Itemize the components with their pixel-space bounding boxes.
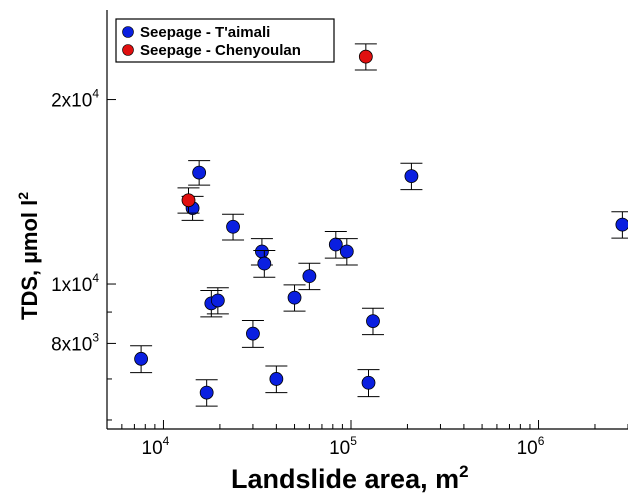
x-axis-title-text: Landslide area, m (231, 464, 459, 494)
x-tick-label-base: 10 (142, 438, 163, 459)
data-point (255, 244, 269, 259)
x-axis-title-sup: 2 (459, 462, 468, 481)
y-tick-label-base: 1x10 (51, 275, 92, 296)
data-point (199, 385, 214, 400)
data-point (615, 217, 628, 232)
data-point (339, 244, 354, 259)
x-tick-label-base: 10 (517, 438, 538, 459)
legend-label-taimali: Seepage - T'aimali (140, 24, 270, 41)
svg-text:Landslide area, m2: Landslide area, m2 (231, 462, 469, 494)
data-point (226, 219, 240, 234)
data-point (181, 193, 196, 208)
data-point (302, 269, 317, 284)
x-tick-label-base: 10 (329, 438, 350, 459)
data-point (257, 256, 272, 271)
y-axis-title: TDS, µmol l2 (15, 192, 42, 320)
data-point (287, 290, 302, 305)
x-axis-title: Landslide area, m2 (231, 462, 469, 494)
data-point (210, 293, 225, 308)
legend: Seepage - T'aimali Seepage - Chenyoulan (115, 18, 335, 63)
data-point (358, 49, 373, 64)
y-tick-label: 2x104 (51, 87, 99, 112)
y-tick-label: 8x103 (51, 330, 99, 355)
x-tick-label-exp: 6 (538, 434, 545, 448)
axis-ticks (106, 99, 628, 429)
series-0 (130, 160, 628, 407)
y-axis-title-text: TDS, µmol l (17, 200, 42, 320)
x-tick-label: 104 (142, 434, 170, 459)
plot-axes (106, 10, 628, 430)
legend-marker-taimali (122, 26, 134, 38)
y-axis-title-sup: 2 (15, 192, 31, 200)
y-tick-label-exp: 3 (92, 330, 99, 344)
y-tick-label: 1x104 (51, 271, 99, 296)
data-point (269, 372, 284, 386)
legend-box (115, 18, 335, 63)
legend-label-chenyoulan: Seepage - Chenyoulan (140, 42, 301, 59)
x-tick-label-exp: 5 (350, 434, 357, 448)
data-point (192, 165, 207, 180)
x-tick-label: 106 (517, 434, 545, 459)
data-point (134, 351, 149, 366)
y-tick-label-base: 8x10 (51, 334, 92, 355)
data-point (328, 237, 343, 252)
x-tick-label: 105 (329, 434, 357, 459)
data-point (404, 169, 419, 184)
data-point (361, 375, 376, 390)
data-point (366, 314, 380, 328)
series-1 (177, 43, 377, 214)
data-point (246, 326, 260, 341)
y-tick-label-exp: 4 (92, 271, 99, 285)
data-points (130, 43, 628, 407)
y-tick-label-exp: 4 (92, 87, 99, 101)
legend-marker-chenyoulan (122, 44, 134, 56)
x-tick-label-exp: 4 (163, 434, 170, 448)
y-tick-label-base: 2x10 (51, 91, 92, 112)
svg-text:TDS, µmol l2: TDS, µmol l2 (15, 192, 42, 320)
